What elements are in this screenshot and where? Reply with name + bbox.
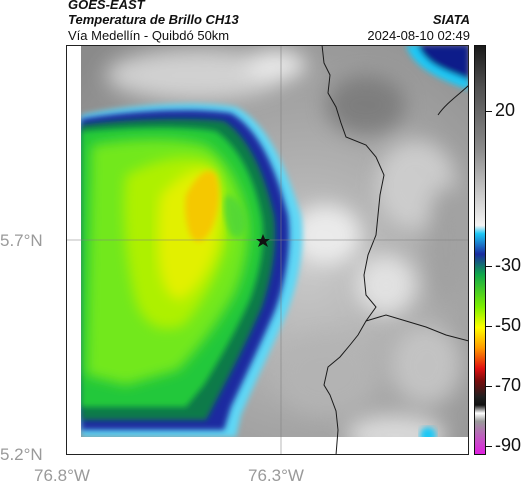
colorbar-tick — [486, 111, 492, 112]
credit-label: SIATA — [432, 12, 470, 27]
map-canvas — [66, 44, 470, 456]
colorbar-label: -50 — [495, 315, 522, 335]
colorbar-tick — [486, 266, 492, 267]
product-title: Temperatura de Brillo CH13 — [68, 12, 239, 27]
datetime-label: 2024-08-10 02:49 — [367, 28, 470, 43]
convective-cloud — [81, 103, 303, 437]
satellite-title: GOES-EAST — [68, 0, 145, 12]
colorbar-label: 20 — [495, 100, 516, 120]
lat-tick-label: 5.7°N — [0, 231, 43, 250]
map-frame — [66, 45, 469, 455]
colorbar-tick — [486, 326, 492, 327]
colorbar-tick — [486, 446, 492, 447]
colorbar — [474, 45, 486, 455]
map-bottom-strip — [66, 437, 469, 455]
region-subtitle: Vía Medellín - Quibdó 50km — [68, 28, 230, 43]
gray-texture — [106, 50, 466, 455]
location-star-icon[interactable] — [256, 234, 270, 247]
colorbar-label: -90 — [495, 435, 522, 455]
colorbar-label: -70 — [495, 375, 522, 395]
colorbar-gradient — [475, 46, 485, 454]
colorbar-tick — [486, 386, 492, 387]
lon-tick-label: 76.3°W — [248, 466, 304, 485]
colorbar-label: -30 — [495, 255, 522, 275]
corner-cloud — [406, 45, 469, 90]
satellite-map[interactable] — [66, 44, 470, 456]
boundary-lines — [321, 44, 470, 456]
map-left-strip — [66, 45, 81, 455]
lon-tick-label: 76.8°W — [34, 466, 90, 485]
lat-tick-label: 5.2°N — [0, 445, 43, 464]
